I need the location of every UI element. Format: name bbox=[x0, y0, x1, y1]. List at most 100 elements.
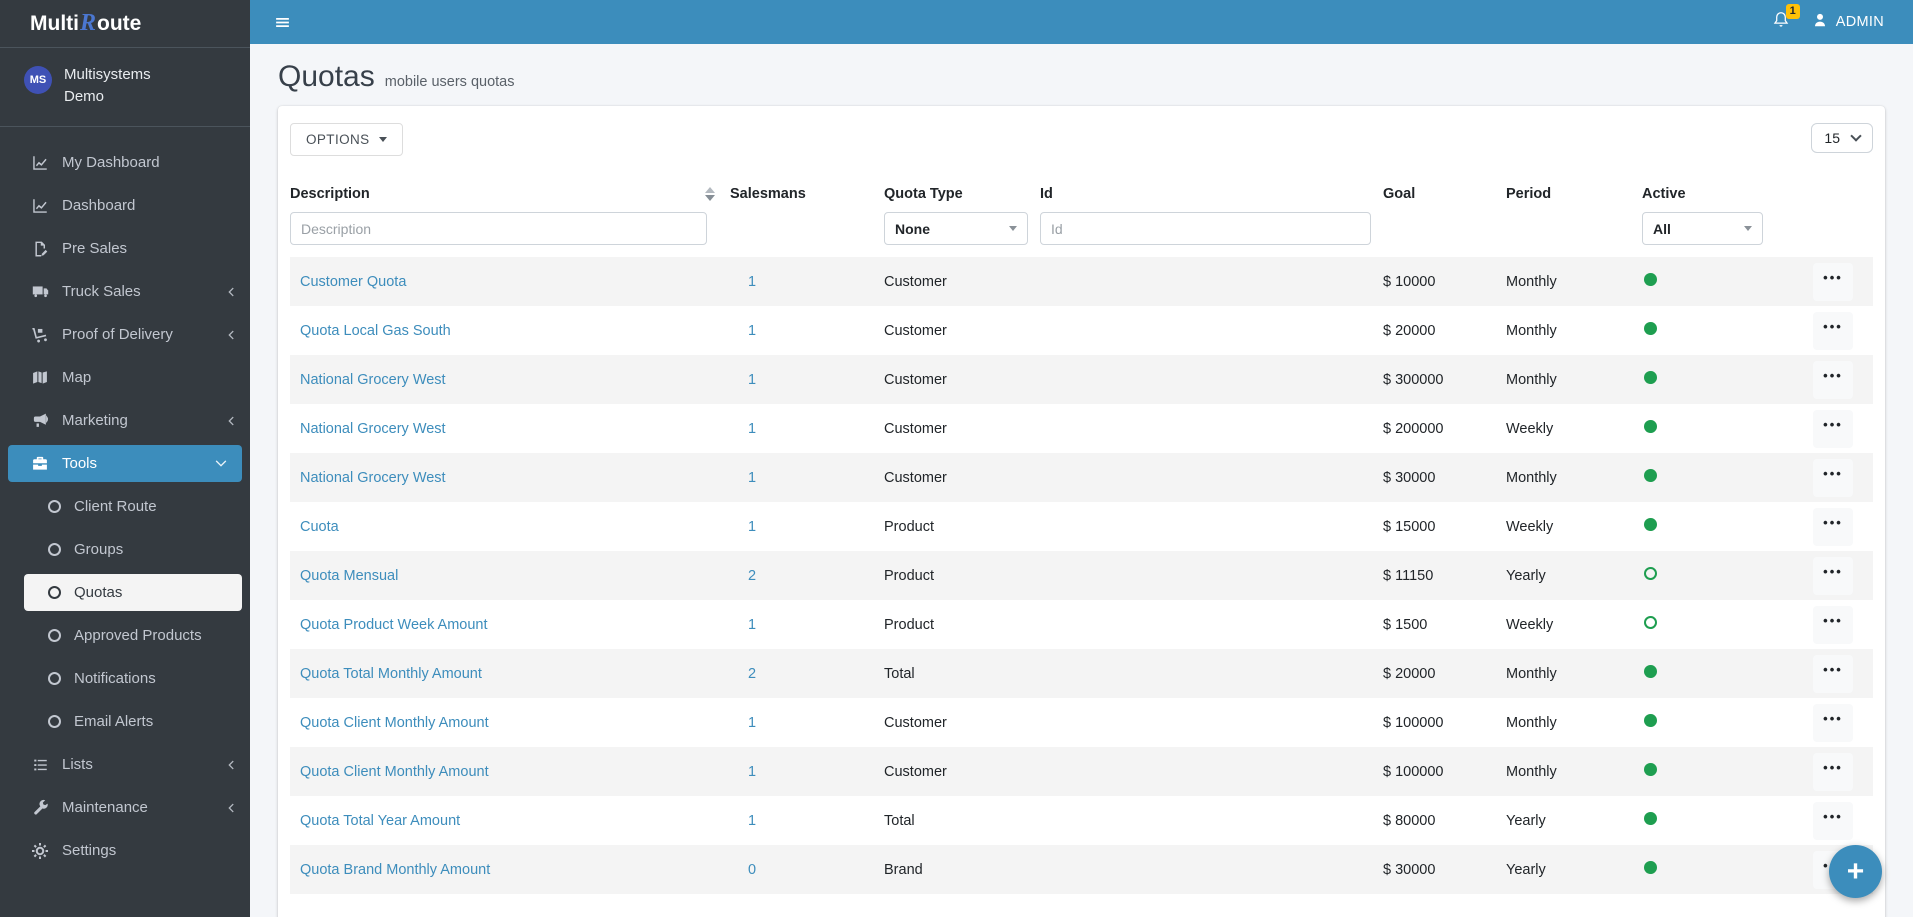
row-actions-button[interactable]: ••• bbox=[1813, 703, 1853, 742]
user-menu[interactable]: ADMIN bbox=[1812, 12, 1884, 32]
row-id bbox=[1040, 404, 1383, 453]
row-description-link[interactable]: Quota Total Monthly Amount bbox=[300, 665, 482, 682]
row-description-link[interactable]: Customer Quota bbox=[300, 273, 407, 290]
table-row: Quota Total Year Amount 1 Total $ 80000 … bbox=[290, 796, 1873, 845]
row-salesmans-link[interactable]: 0 bbox=[748, 861, 757, 878]
sidebar-item-tools[interactable]: Tools bbox=[8, 445, 242, 482]
user-menu-label: ADMIN bbox=[1835, 14, 1884, 30]
row-salesmans-link[interactable]: 2 bbox=[748, 665, 757, 682]
dolly-icon bbox=[30, 326, 50, 344]
quotas-card: OPTIONS 15 Description bbox=[278, 106, 1885, 917]
sidebar-item-map[interactable]: Map bbox=[0, 356, 250, 399]
row-salesmans-link[interactable]: 1 bbox=[748, 714, 757, 731]
row-salesmans-link[interactable]: 2 bbox=[748, 567, 757, 584]
row-quota-type: Customer bbox=[884, 420, 947, 437]
id-filter-input[interactable] bbox=[1040, 212, 1371, 245]
sidebar-subitem-groups[interactable]: Groups bbox=[0, 528, 250, 571]
sidebar-item-truck-sales[interactable]: Truck Sales bbox=[0, 270, 250, 313]
sidebar-item-pre-sales[interactable]: Pre Sales bbox=[0, 227, 250, 270]
page-size-select[interactable]: 15 bbox=[1811, 123, 1873, 153]
user-panel: MS Multisystems Demo bbox=[0, 48, 250, 127]
options-button[interactable]: OPTIONS bbox=[290, 123, 403, 156]
row-actions-button[interactable]: ••• bbox=[1813, 311, 1853, 350]
row-goal: $ 15000 bbox=[1383, 518, 1436, 535]
tools-submenu: Client Route Groups Quotas Approved Prod… bbox=[0, 485, 250, 743]
sidebar-subitem-approved-products[interactable]: Approved Products bbox=[0, 614, 250, 657]
row-description-link[interactable]: National Grocery West bbox=[300, 469, 446, 486]
sidebar-subitem-quotas[interactable]: Quotas bbox=[24, 574, 242, 611]
row-description-link[interactable]: Quota Mensual bbox=[300, 567, 399, 584]
row-actions-button[interactable]: ••• bbox=[1813, 360, 1853, 399]
description-filter-input[interactable] bbox=[290, 212, 707, 245]
row-goal: $ 1500 bbox=[1383, 616, 1428, 633]
sidebar-item-dashboard[interactable]: Dashboard bbox=[0, 184, 250, 227]
row-salesmans-link[interactable]: 1 bbox=[748, 322, 757, 339]
row-actions-button[interactable]: ••• bbox=[1813, 654, 1853, 693]
row-description-link[interactable]: Quota Client Monthly Amount bbox=[300, 763, 489, 780]
active-status-dot bbox=[1644, 714, 1657, 727]
row-actions-button[interactable]: ••• bbox=[1813, 262, 1853, 301]
row-salesmans-link[interactable]: 1 bbox=[748, 812, 757, 829]
row-description-link[interactable]: Quota Total Year Amount bbox=[300, 812, 461, 829]
row-quota-type: Customer bbox=[884, 371, 947, 388]
row-actions-button[interactable]: ••• bbox=[1813, 458, 1853, 497]
row-description-link[interactable]: Cuota bbox=[300, 518, 339, 535]
sidebar-item-maintenance[interactable]: Maintenance bbox=[0, 786, 250, 829]
row-salesmans-link[interactable]: 1 bbox=[748, 371, 757, 388]
row-description-link[interactable]: Quota Client Monthly Amount bbox=[300, 714, 489, 731]
sidebar-subitem-client-route[interactable]: Client Route bbox=[0, 485, 250, 528]
row-salesmans-link[interactable]: 1 bbox=[748, 616, 757, 633]
table-row: Quota Total Monthly Amount 2 Total $ 200… bbox=[290, 649, 1873, 698]
table-header-row: Description Salesmans Quota Type Id Goal… bbox=[290, 186, 1873, 212]
row-goal: $ 30000 bbox=[1383, 469, 1436, 486]
sidebar-item-marketing[interactable]: Marketing bbox=[0, 399, 250, 442]
sidebar-item-proof-of-delivery[interactable]: Proof of Delivery bbox=[0, 313, 250, 356]
row-salesmans-link[interactable]: 1 bbox=[748, 420, 757, 437]
row-quota-type: Customer bbox=[884, 273, 947, 290]
sort-icon[interactable] bbox=[705, 187, 715, 201]
row-goal: $ 10000 bbox=[1383, 273, 1436, 290]
page-subtitle: mobile users quotas bbox=[384, 74, 515, 90]
page-size-value: 15 bbox=[1824, 130, 1840, 146]
row-period: Yearly bbox=[1506, 812, 1546, 829]
row-description-link[interactable]: National Grocery West bbox=[300, 420, 446, 437]
row-period: Monthly bbox=[1506, 665, 1557, 682]
row-salesmans-link[interactable]: 1 bbox=[748, 518, 757, 535]
row-actions-button[interactable]: ••• bbox=[1813, 605, 1853, 644]
sidebar-item-lists[interactable]: Lists bbox=[0, 743, 250, 786]
row-goal: $ 100000 bbox=[1383, 763, 1444, 780]
sidebar-subitem-email-alerts[interactable]: Email Alerts bbox=[0, 700, 250, 743]
row-description-link[interactable]: Quota Brand Monthly Amount bbox=[300, 861, 491, 878]
sidebar-item-my-dashboard[interactable]: My Dashboard bbox=[0, 141, 250, 184]
active-status-dot bbox=[1644, 469, 1657, 482]
notifications-bell[interactable]: 1 bbox=[1772, 4, 1800, 34]
add-quota-button[interactable]: + bbox=[1829, 845, 1882, 898]
row-actions-button[interactable]: ••• bbox=[1813, 752, 1853, 791]
sidebar-item-settings[interactable]: Settings bbox=[0, 829, 250, 872]
row-description-link[interactable]: Quota Local Gas South bbox=[300, 322, 451, 339]
row-description-link[interactable]: National Grocery West bbox=[300, 371, 446, 388]
row-period: Weekly bbox=[1506, 616, 1554, 633]
row-salesmans-link[interactable]: 1 bbox=[748, 273, 757, 290]
active-filter-select[interactable]: All bbox=[1642, 212, 1763, 245]
toolbox-icon bbox=[30, 455, 50, 473]
row-quota-type: Product bbox=[884, 567, 934, 584]
hamburger-menu-icon[interactable] bbox=[273, 14, 292, 31]
row-quota-type: Customer bbox=[884, 322, 947, 339]
row-description-link[interactable]: Quota Product Week Amount bbox=[300, 616, 488, 633]
chevron-left-icon bbox=[227, 758, 236, 772]
row-actions-button[interactable]: ••• bbox=[1813, 801, 1853, 840]
table-row: Cuota 1 Product $ 15000 Weekly ••• bbox=[290, 502, 1873, 551]
row-actions-button[interactable]: ••• bbox=[1813, 409, 1853, 448]
caret-down-icon bbox=[1744, 226, 1752, 231]
table-row: National Grocery West 1 Customer $ 20000… bbox=[290, 404, 1873, 453]
row-salesmans-link[interactable]: 1 bbox=[748, 469, 757, 486]
row-salesmans-link[interactable]: 1 bbox=[748, 763, 757, 780]
sidebar-subitem-notifications[interactable]: Notifications bbox=[0, 657, 250, 700]
row-actions-button[interactable]: ••• bbox=[1813, 507, 1853, 546]
table-filter-row: None All bbox=[290, 212, 1873, 257]
row-actions-button[interactable]: ••• bbox=[1813, 556, 1853, 595]
quota-type-filter-select[interactable]: None bbox=[884, 212, 1028, 245]
